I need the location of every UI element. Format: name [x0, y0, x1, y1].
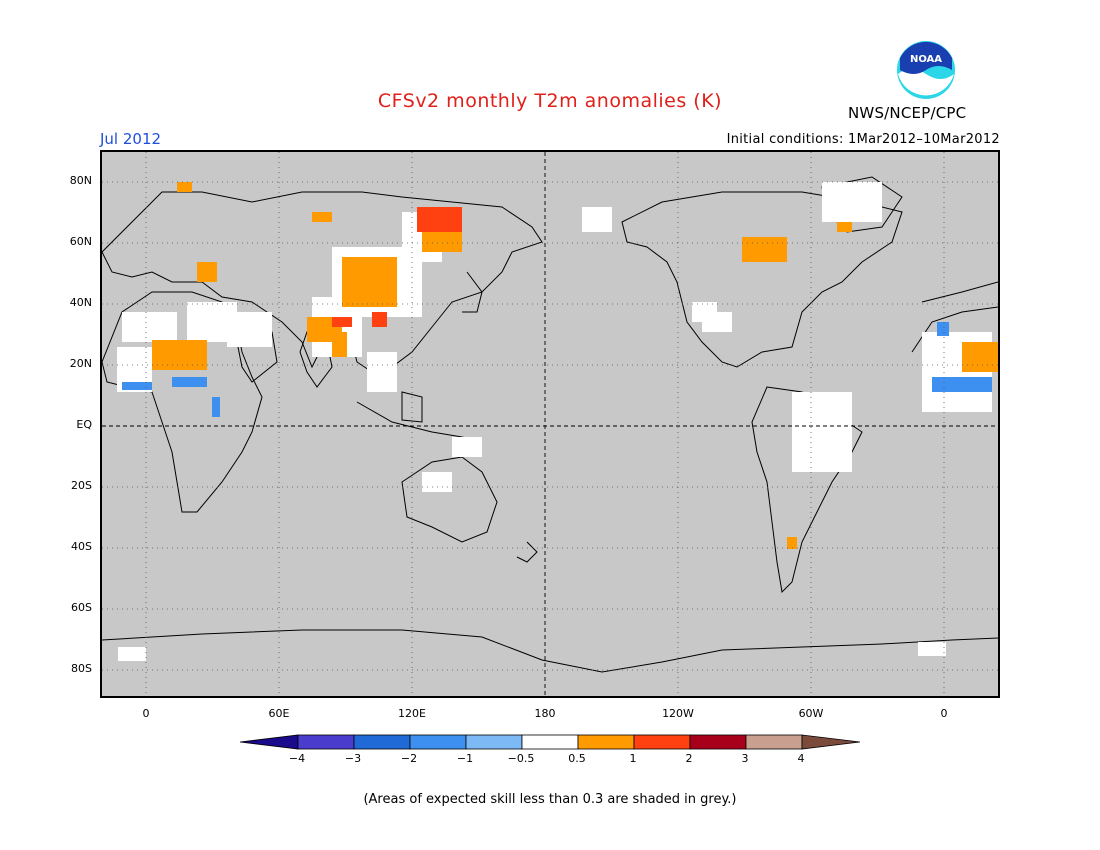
colorbar-label: 2 — [685, 752, 693, 765]
lat-label-20n: 20N — [69, 357, 92, 370]
colorbar-label: −2 — [400, 752, 418, 765]
colorbar-label: −0.5 — [507, 752, 535, 765]
colorbar-arrow-left — [240, 734, 299, 750]
lat-label-40n: 40N — [69, 296, 92, 309]
lon-label-120w: 120W — [662, 707, 694, 720]
colorbar-segment — [745, 734, 803, 750]
colorbar-segment — [353, 734, 411, 750]
colorbar-segment — [297, 734, 355, 750]
coast-africa — [102, 291, 263, 513]
colorbar-label: 1 — [629, 752, 637, 765]
colorbar — [240, 734, 860, 750]
colorbar-label: −1 — [456, 752, 474, 765]
coast-borneo — [401, 391, 423, 423]
logo-text: NOAA — [910, 54, 942, 65]
agency-label: NWS/NCEP/CPC — [848, 104, 967, 122]
colorbar-segment — [465, 734, 523, 750]
colorbar-label: −3 — [344, 752, 362, 765]
noaa-logo-icon: NOAA — [897, 41, 955, 99]
colorbar-label: −4 — [288, 752, 306, 765]
coast-australia — [401, 456, 498, 543]
map-panel — [100, 150, 1000, 698]
lat-label-60n: 60N — [69, 235, 92, 248]
valid-month: Jul 2012 — [100, 130, 162, 148]
coast-antarctica — [102, 629, 998, 673]
colorbar-segment — [577, 734, 635, 750]
skill-footnote: (Areas of expected skill less than 0.3 a… — [363, 792, 737, 807]
lon-label-0: 0 — [142, 707, 150, 720]
coast-eurasia — [102, 191, 543, 373]
lat-label-60s: 60S — [71, 601, 92, 614]
initial-conditions: Initial conditions: 1Mar2012–10Mar2012 — [726, 132, 1000, 147]
lon-label-120e: 120E — [398, 707, 426, 720]
lon-label-60w: 60W — [798, 707, 824, 720]
coast-new-zealand — [516, 541, 538, 563]
lat-label-40s: 40S — [71, 540, 92, 553]
colorbar-label: 0.5 — [568, 752, 586, 765]
lat-label-eq: EQ — [76, 418, 92, 431]
colorbar-segment — [409, 734, 467, 750]
coast-europe-right — [921, 281, 998, 303]
lon-label-60e: 60E — [268, 707, 290, 720]
lat-label-20s: 20S — [71, 479, 92, 492]
colorbar-segment — [689, 734, 747, 750]
lon-label-0-right: 0 — [940, 707, 948, 720]
colorbar-label: 3 — [741, 752, 749, 765]
lon-label-180: 180 — [534, 707, 556, 720]
world-map — [102, 152, 998, 696]
colorbar-arrow-right — [801, 734, 860, 750]
lat-label-80s: 80S — [71, 662, 92, 675]
chart-title: CFSv2 monthly T2m anomalies (K) — [377, 90, 723, 112]
colorbar-label: 4 — [797, 752, 805, 765]
coast-japan — [462, 271, 483, 313]
colorbar-segment — [521, 734, 579, 750]
colorbar-segment — [633, 734, 691, 750]
lat-label-80n: 80N — [69, 174, 92, 187]
